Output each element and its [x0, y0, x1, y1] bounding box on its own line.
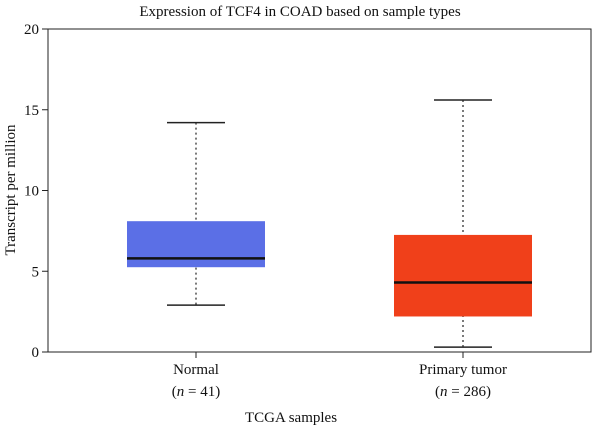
y-axis: 0 5 10 15 20 [24, 22, 48, 361]
sample-count-value: = 41) [184, 384, 220, 400]
sample-count-symbol: n [440, 384, 448, 400]
y-tick-label: 0 [32, 345, 40, 361]
boxes [127, 99, 532, 348]
box-group [127, 121, 265, 306]
sample-count-value: = 286) [448, 384, 491, 400]
x-axis-label: TCGA samples [245, 410, 337, 426]
x-tick-label: Normal [173, 362, 219, 378]
y-tick-label: 15 [24, 103, 39, 119]
chart-title: Expression of TCF4 in COAD based on samp… [139, 4, 461, 20]
y-tick-label: 20 [24, 22, 39, 38]
sample-count-label: (n = 286) [435, 384, 491, 400]
iqr-box [127, 221, 265, 268]
sample-count-prefix: ( [172, 384, 177, 400]
sample-count-label: (n = 41) [172, 384, 220, 400]
y-tick-label: 5 [32, 264, 40, 280]
iqr-box [394, 234, 532, 317]
box-group [394, 99, 532, 348]
y-axis-label: Transcript per million [3, 124, 19, 256]
sample-count-prefix: ( [435, 384, 440, 400]
x-axis: Normal(n = 41)Primary tumor(n = 286) [172, 352, 507, 400]
x-tick-label: Primary tumor [419, 362, 507, 378]
y-tick-label: 10 [24, 184, 39, 200]
sample-count-symbol: n [177, 384, 185, 400]
